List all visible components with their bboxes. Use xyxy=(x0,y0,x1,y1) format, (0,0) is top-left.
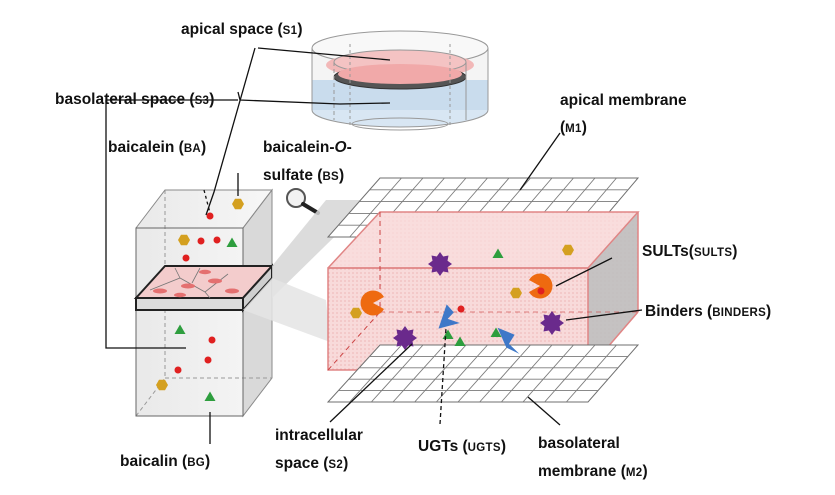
labels: apical space (S1) basolateral space (S3)… xyxy=(55,21,771,480)
basolateral-membrane-grid xyxy=(326,344,640,403)
binder-star xyxy=(428,252,452,276)
baicalein-dot xyxy=(208,336,216,344)
baicalein-dot xyxy=(206,212,214,220)
baicalein-dot xyxy=(182,254,190,262)
sult-pacman xyxy=(360,290,384,316)
label-intracellular-space: intracellular space (S2) xyxy=(275,427,363,472)
sult-pacman xyxy=(529,273,553,299)
cell-molecules xyxy=(350,244,574,354)
label-apical-space: apical space (S1) xyxy=(181,21,303,38)
label-ugts: UGTs (UGTS) xyxy=(418,438,506,455)
binder-star xyxy=(393,326,417,350)
baicalein-dot xyxy=(197,237,205,245)
label-binders: Binders (BINDERS) xyxy=(645,303,771,320)
label-basolateral-space: basolateral space (S3) xyxy=(55,91,214,108)
ugt-shape xyxy=(438,304,460,329)
label-baicalin: baicalin (BG) xyxy=(120,453,210,470)
baicalein-dot xyxy=(174,366,182,374)
ugt-shape xyxy=(497,327,520,354)
label-apical-membrane: apical membrane (M1) xyxy=(560,92,687,136)
label-baicalein: baicalein (BA) xyxy=(108,139,206,156)
label-basolateral-membrane: basolateral membrane (M2) xyxy=(538,435,648,480)
magnifier-icon xyxy=(286,188,320,215)
label-sults: SULTs(SULTS) xyxy=(642,243,737,260)
left-column-molecules xyxy=(156,198,244,401)
cell-column xyxy=(133,188,275,418)
transwell-insert xyxy=(311,30,489,131)
leader-lines xyxy=(105,47,643,444)
binder-star xyxy=(540,311,564,335)
baicalein-dot xyxy=(537,287,545,295)
baicalein-dot xyxy=(213,236,221,244)
baicalein-dot xyxy=(204,356,212,364)
baicalein-dot xyxy=(457,305,465,313)
label-baicalein-sulfate: baicalein-O-sulfate (BS) xyxy=(263,139,352,184)
